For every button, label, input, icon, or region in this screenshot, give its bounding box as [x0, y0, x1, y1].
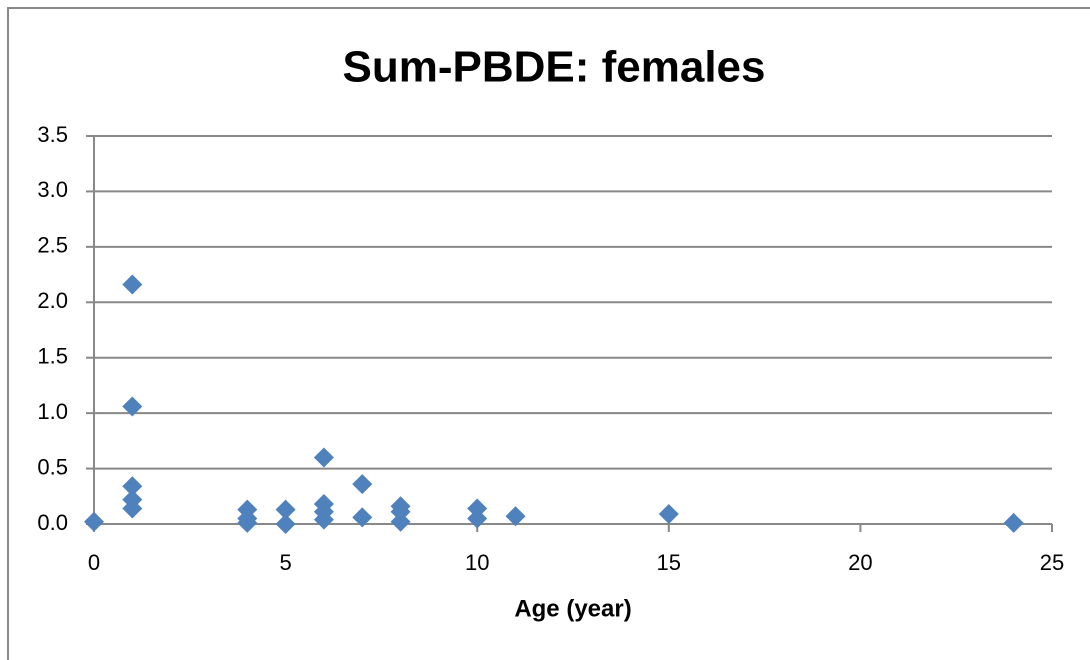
- point: [122, 396, 143, 417]
- point: [352, 507, 373, 528]
- point: [390, 511, 411, 532]
- y-tick-label: 0.5: [37, 454, 68, 479]
- x-tick-label: 15: [657, 550, 681, 575]
- x-axis-label: Age (year): [514, 595, 631, 622]
- x-tick-label: 25: [1040, 550, 1064, 575]
- point: [313, 509, 334, 530]
- y-tick-label: 2.0: [37, 288, 68, 313]
- chart-frame: [7, 7, 1090, 660]
- x-tick-label: 20: [848, 550, 872, 575]
- point: [237, 512, 258, 533]
- x-tick-label: 10: [465, 550, 489, 575]
- point: [467, 508, 488, 529]
- y-tick-label: 3.0: [37, 177, 68, 202]
- point: [658, 504, 679, 525]
- point: [84, 511, 104, 532]
- y-tick-label: 1.0: [37, 399, 68, 424]
- x-tick-label: 0: [88, 550, 100, 575]
- point: [505, 506, 526, 527]
- chart-title: Sum-PBDE: females: [342, 43, 765, 92]
- point: [122, 274, 143, 295]
- point: [1003, 512, 1024, 533]
- point: [122, 476, 143, 497]
- point: [122, 498, 143, 519]
- x-tick-label: 5: [279, 550, 291, 575]
- y-tick-label: 2.5: [37, 233, 68, 258]
- point: [275, 514, 296, 534]
- point: [352, 474, 373, 495]
- y-tick-label: 1.5: [37, 344, 68, 369]
- point: [275, 499, 296, 520]
- y-tick-label: 0.0: [37, 510, 68, 535]
- point: [313, 447, 334, 468]
- y-tick-label: 3.5: [37, 122, 68, 147]
